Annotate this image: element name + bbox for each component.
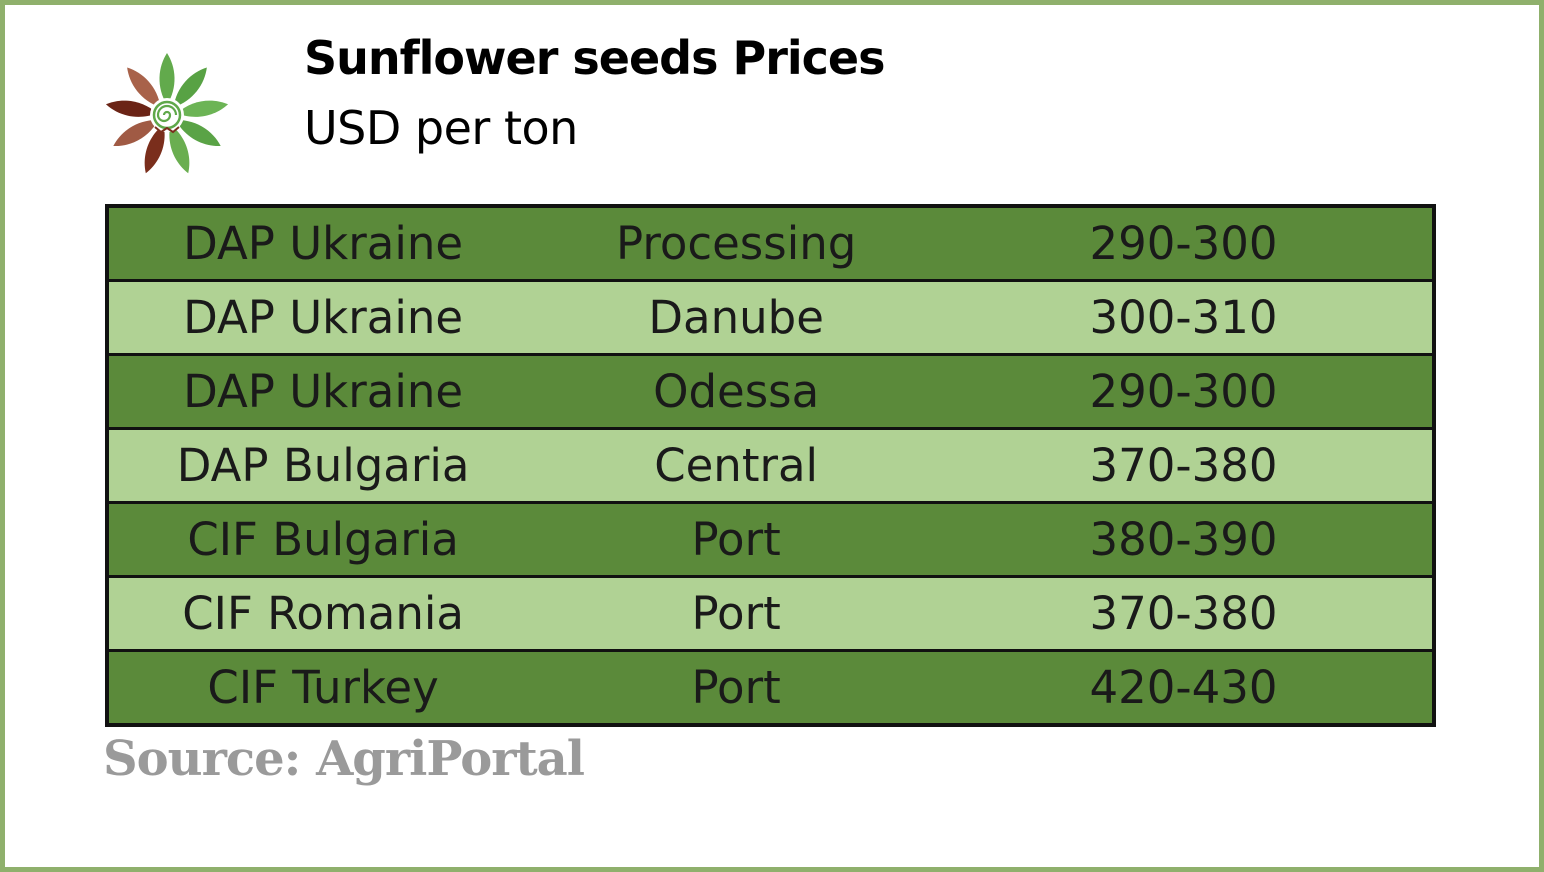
source-credit: Source: AgriPortal: [103, 731, 585, 787]
table-row: DAP Ukraine Processing 290-300: [107, 206, 1434, 281]
basis-cell: DAP Bulgaria: [107, 427, 538, 503]
price-cell: 290-300: [935, 206, 1434, 281]
table-row: CIF Turkey Port 420-430: [107, 649, 1434, 725]
basis-cell: DAP Ukraine: [107, 279, 538, 355]
price-cell: 370-380: [935, 575, 1434, 651]
location-cell: Port: [537, 649, 936, 725]
basis-cell: CIF Bulgaria: [107, 501, 538, 577]
price-table-body: DAP Ukraine Processing 290-300 DAP Ukrai…: [107, 206, 1434, 725]
table-row: DAP Bulgaria Central 370-380: [107, 427, 1434, 503]
location-cell: Danube: [537, 279, 936, 355]
basis-cell: DAP Ukraine: [107, 206, 538, 281]
basis-cell: DAP Ukraine: [107, 353, 538, 429]
page-subtitle: USD per ton: [304, 101, 578, 155]
logo-center: [150, 98, 184, 134]
table-row: CIF Bulgaria Port 380-390: [107, 501, 1434, 577]
price-cell: 420-430: [935, 649, 1434, 725]
location-cell: Central: [537, 427, 936, 503]
location-cell: Processing: [537, 206, 936, 281]
logo-petals: [105, 53, 229, 174]
location-cell: Port: [537, 501, 936, 577]
price-cell: 300-310: [935, 279, 1434, 355]
page-title: Sunflower seeds Prices: [304, 31, 886, 85]
price-cell: 290-300: [935, 353, 1434, 429]
location-cell: Port: [537, 575, 936, 651]
basis-cell: CIF Romania: [107, 575, 538, 651]
table-row: DAP Ukraine Danube 300-310: [107, 279, 1434, 355]
price-table: DAP Ukraine Processing 290-300 DAP Ukrai…: [105, 204, 1436, 727]
table-row: CIF Romania Port 370-380: [107, 575, 1434, 651]
sunflower-logo-icon: [105, 53, 229, 174]
table-row: DAP Ukraine Odessa 290-300: [107, 353, 1434, 429]
location-cell: Odessa: [537, 353, 936, 429]
price-cell: 370-380: [935, 427, 1434, 503]
basis-cell: CIF Turkey: [107, 649, 538, 725]
price-cell: 380-390: [935, 501, 1434, 577]
